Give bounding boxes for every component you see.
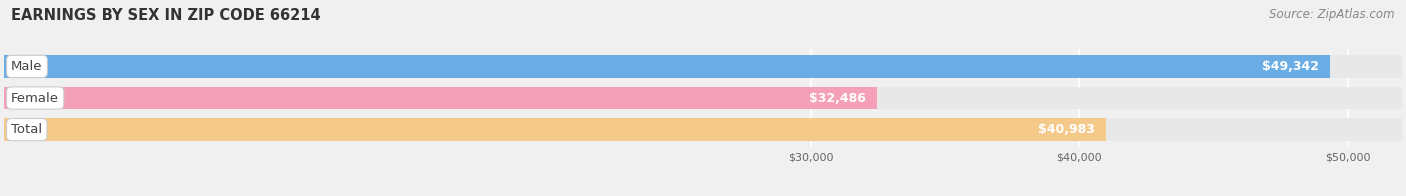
Bar — [4, 118, 1105, 141]
Text: Female: Female — [11, 92, 59, 104]
Text: $40,983: $40,983 — [1038, 123, 1094, 136]
Text: Male: Male — [11, 60, 42, 73]
Text: EARNINGS BY SEX IN ZIP CODE 66214: EARNINGS BY SEX IN ZIP CODE 66214 — [11, 8, 321, 23]
Bar — [4, 55, 1402, 78]
Bar — [4, 118, 1402, 141]
Text: Source: ZipAtlas.com: Source: ZipAtlas.com — [1270, 8, 1395, 21]
Bar — [4, 87, 877, 109]
Bar — [4, 55, 1330, 78]
Text: Total: Total — [11, 123, 42, 136]
Bar — [4, 87, 1402, 109]
Text: $32,486: $32,486 — [810, 92, 866, 104]
Text: $49,342: $49,342 — [1263, 60, 1319, 73]
